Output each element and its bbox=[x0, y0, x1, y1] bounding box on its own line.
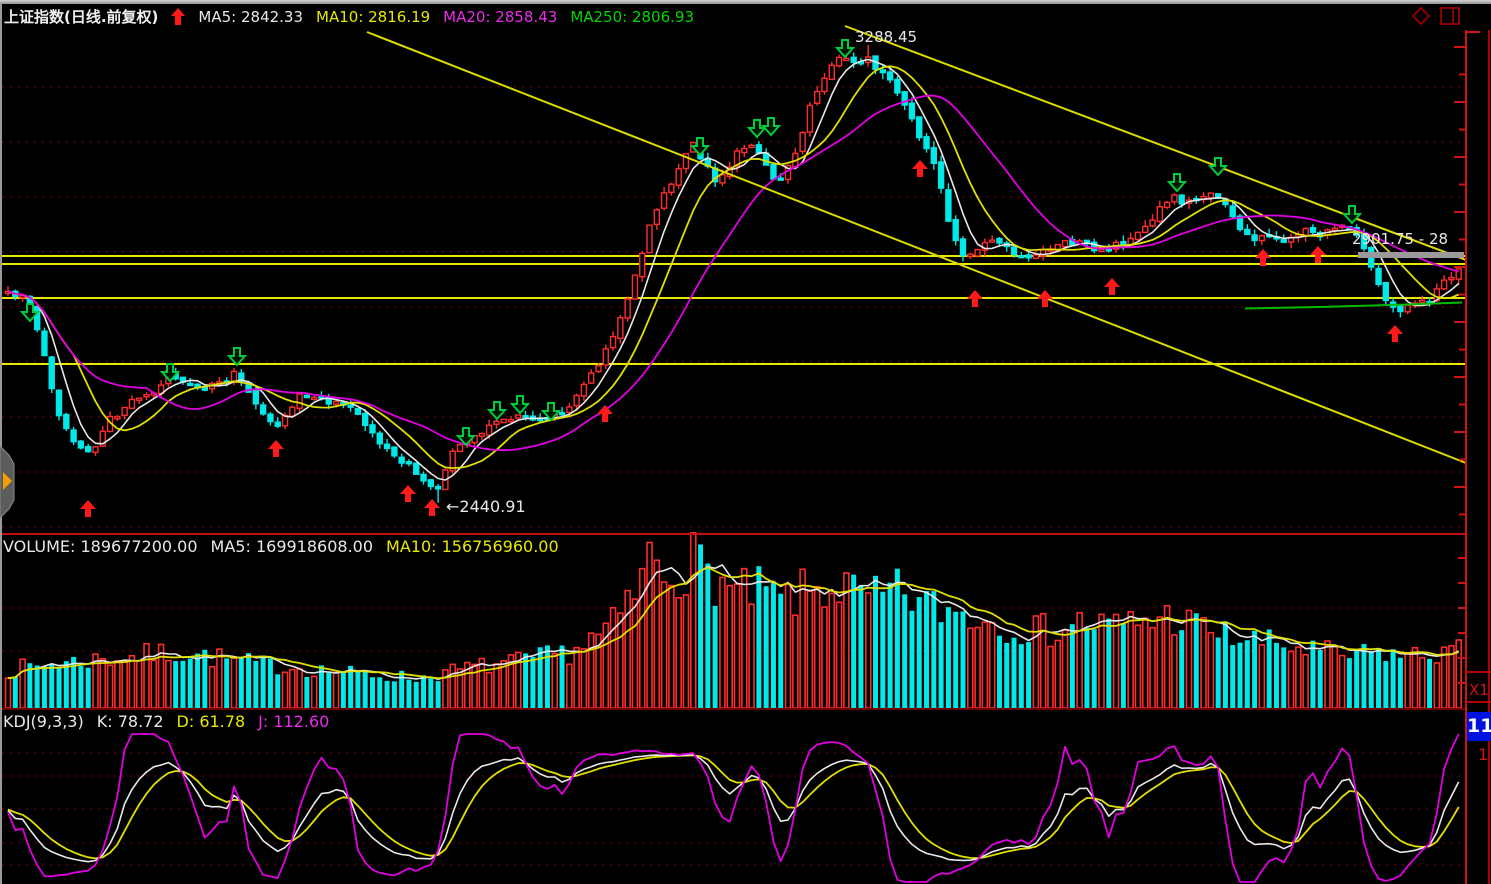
buy-signal-arrow bbox=[1387, 325, 1403, 342]
kdj-pane-header: KDJ(9,3,3) K: 78.72 D: 61.78 J: 112.60 bbox=[3, 712, 329, 731]
buy-signal-arrow bbox=[80, 500, 96, 517]
diamond-marker-icon[interactable] bbox=[1411, 6, 1431, 26]
sell-signal-arrow bbox=[760, 117, 782, 137]
kdj-k-value: K: 78.72 bbox=[96, 712, 164, 731]
buy-signal-arrow bbox=[424, 499, 440, 516]
buy-signal-arrow bbox=[967, 290, 983, 307]
buy-signal-arrow bbox=[912, 160, 928, 177]
up-arrow-icon bbox=[171, 8, 186, 25]
buy-signal-arrow bbox=[1037, 290, 1053, 307]
kdj-axis-label: 1 bbox=[1478, 745, 1489, 764]
peak-price-annotation: 3288.45 bbox=[855, 28, 918, 46]
expand-arrow-icon bbox=[3, 472, 12, 490]
trough-price-annotation: ←2440.91 bbox=[446, 497, 526, 516]
kdj-d-value: D: 61.78 bbox=[176, 712, 246, 731]
sell-signal-arrow bbox=[486, 401, 508, 421]
ma20-value: MA20: 2858.43 bbox=[443, 7, 558, 26]
symbol-title: 上证指数(日线.前复权) bbox=[4, 8, 159, 26]
sell-signal-arrow bbox=[746, 119, 768, 139]
sell-signal-arrow bbox=[455, 427, 477, 447]
volume-ma5-value: MA5: 169918608.00 bbox=[210, 537, 374, 556]
volume-pane-header: VOLUME: 189677200.00 MA5: 169918608.00 M… bbox=[3, 537, 559, 556]
sell-signal-arrow bbox=[509, 395, 531, 415]
sell-signal-arrow bbox=[1341, 205, 1363, 225]
sell-signal-arrow bbox=[540, 402, 562, 422]
volume-axis-tag: X1 bbox=[1469, 681, 1489, 699]
sell-signal-arrow bbox=[159, 363, 181, 383]
ma10-value: MA10: 2816.19 bbox=[316, 7, 431, 26]
sell-signal-arrow bbox=[1207, 157, 1229, 177]
buy-signal-arrow bbox=[268, 440, 284, 457]
split-pane-icon[interactable] bbox=[1439, 6, 1461, 26]
window-left-edge bbox=[0, 4, 2, 884]
sidebar-expand-handle[interactable] bbox=[0, 445, 16, 520]
volume-value: VOLUME: 189677200.00 bbox=[3, 537, 198, 556]
buy-signal-arrow bbox=[597, 405, 613, 422]
volume-ma10-value: MA10: 156756960.00 bbox=[386, 537, 559, 556]
ma5-value: MA5: 2842.33 bbox=[198, 7, 304, 26]
buy-signal-arrow bbox=[1104, 278, 1120, 295]
sell-signal-arrow bbox=[834, 39, 856, 59]
sell-signal-arrow bbox=[689, 137, 711, 157]
sell-signal-arrow bbox=[1166, 173, 1188, 193]
price-level-annotation: 2901.75 - 28 bbox=[1352, 230, 1449, 248]
header-toolbar bbox=[1411, 6, 1461, 26]
main-chart-header: 上证指数(日线.前复权) MA5: 2842.33 MA10: 2816.19 … bbox=[4, 6, 694, 27]
window-top-edge bbox=[0, 0, 1491, 4]
buy-signal-arrow bbox=[1310, 246, 1326, 263]
buy-signal-arrow bbox=[1255, 249, 1271, 266]
ma250-value: MA250: 2806.93 bbox=[570, 7, 694, 26]
kdj-name: KDJ(9,3,3) bbox=[3, 712, 84, 731]
kdj-j-value: J: 112.60 bbox=[258, 712, 330, 731]
buy-signal-arrow bbox=[400, 485, 416, 502]
sell-signal-arrow bbox=[19, 303, 41, 323]
sell-signal-arrow bbox=[226, 347, 248, 367]
kdj-current-value-badge: 11 bbox=[1467, 712, 1491, 741]
